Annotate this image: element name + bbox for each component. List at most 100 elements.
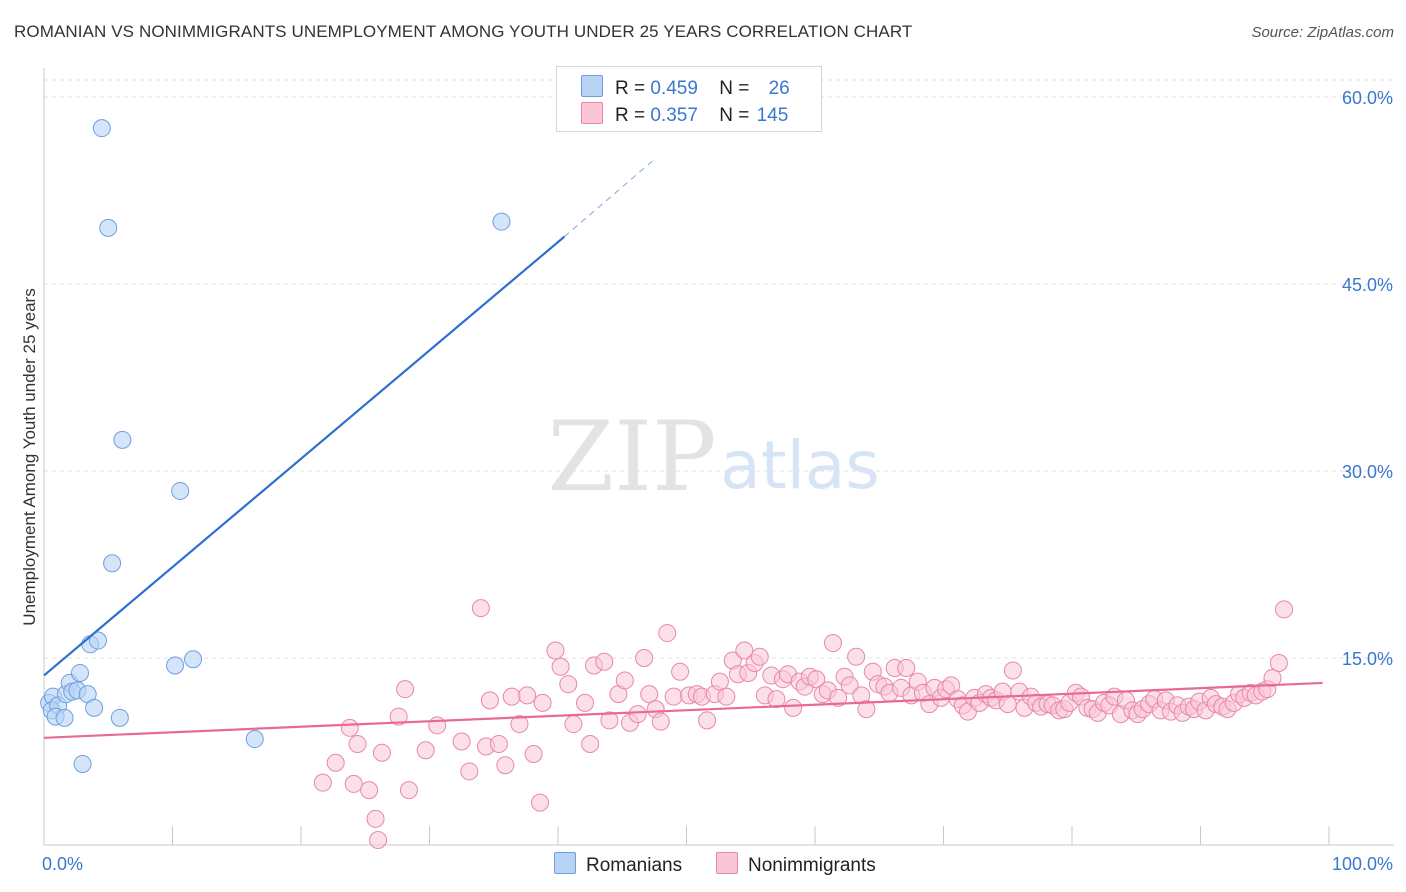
y-tick-label: 30.0% xyxy=(1342,462,1393,482)
x-tick-label: 0.0% xyxy=(42,854,83,874)
nonimmigrants-point xyxy=(807,670,826,689)
trend-lines xyxy=(43,158,1323,739)
bottom-legend-nonimmigrants: Nonimmigrants xyxy=(716,852,876,877)
nonimmigrants-point xyxy=(360,781,379,800)
nonimmigrants-point xyxy=(840,676,859,695)
nonimmigrants-point xyxy=(658,624,677,643)
legend-row-romanians: R = 0.459 N = 26 xyxy=(581,75,790,99)
nonimmigrants-point xyxy=(416,741,435,760)
nonimmigrants-point xyxy=(396,680,415,699)
legend-swatch-pink xyxy=(581,102,603,124)
nonimmigrants-point xyxy=(551,657,570,676)
nonimmigrants-point xyxy=(735,641,754,660)
y-tick-label: 60.0% xyxy=(1342,88,1393,108)
nonimmigrants-point xyxy=(369,831,388,850)
romanians-point xyxy=(492,212,511,231)
nonimmigrants-points xyxy=(313,599,1294,850)
nonimmigrants-point xyxy=(575,693,594,712)
legend-n-label: N = xyxy=(719,78,750,99)
chart-title: ROMANIAN VS NONIMMIGRANTS UNEMPLOYMENT A… xyxy=(14,22,913,41)
nonimmigrants-point xyxy=(348,735,367,754)
nonimmigrants-point xyxy=(496,756,515,775)
y-tick-labels: 15.0% 30.0% 45.0% 60.0% xyxy=(1342,88,1393,669)
nonimmigrants-point xyxy=(313,773,332,792)
nonimmigrants-point xyxy=(581,735,600,754)
nonimmigrants-point xyxy=(717,687,736,706)
nonimmigrants-point xyxy=(366,809,385,828)
romanians-point xyxy=(73,754,92,773)
nonimmigrants-point xyxy=(326,753,345,772)
watermark: ZIP atlas xyxy=(547,401,879,513)
romanians-trend-extension xyxy=(564,158,655,238)
source-label: Source: ZipAtlas.com xyxy=(1251,24,1394,41)
legend-r-label: R = xyxy=(615,105,646,126)
nonimmigrants-point xyxy=(531,793,550,812)
y-tick-label: 45.0% xyxy=(1342,275,1393,295)
romanians-trend-line xyxy=(43,235,566,677)
x-tick-label: 100.0% xyxy=(1332,854,1393,874)
nonimmigrants-point xyxy=(460,762,479,781)
grid-lines xyxy=(44,79,1394,659)
y-axis-label: Unemployment Among Youth under 25 years xyxy=(20,288,39,625)
nonimmigrants-point xyxy=(518,686,537,705)
nonimmigrants-point xyxy=(600,711,619,730)
romanians-point xyxy=(171,481,190,500)
romanians-point xyxy=(55,708,74,727)
nonimmigrants-point xyxy=(628,705,647,724)
nonimmigrants-point xyxy=(533,693,552,712)
bottom-legend-swatch-pink xyxy=(716,852,738,874)
legend-row-nonimmigrants: R = 0.357 N = 145 xyxy=(581,102,788,126)
romanians-point xyxy=(113,430,132,449)
y-tick-label: 15.0% xyxy=(1342,649,1393,669)
nonimmigrants-point xyxy=(471,599,490,618)
romanians-point xyxy=(92,119,111,138)
nonimmigrants-point xyxy=(564,715,583,734)
nonimmigrants-point xyxy=(389,707,408,726)
nonimmigrants-point xyxy=(480,691,499,710)
bottom-legend-romanians: Romanians xyxy=(554,852,682,877)
romanians-point xyxy=(166,656,185,675)
nonimmigrants-point xyxy=(640,685,659,704)
nonimmigrants-point xyxy=(784,698,803,717)
nonimmigrants-point xyxy=(857,700,876,719)
romanians-point xyxy=(88,631,107,650)
nonimmigrants-point xyxy=(399,781,418,800)
nonimmigrants-trend-line xyxy=(43,681,1323,739)
nonimmigrants-point xyxy=(829,688,848,707)
nonimmigrants-point xyxy=(428,716,447,735)
nonimmigrants-point xyxy=(671,662,690,681)
legend-swatch-blue xyxy=(581,75,603,97)
nonimmigrants-point xyxy=(344,774,363,793)
nonimmigrants-point xyxy=(452,732,471,751)
romanians-point xyxy=(99,218,118,237)
bottom-legend-label: Romanians xyxy=(586,855,683,876)
romanians-point xyxy=(85,698,104,717)
romanians-points xyxy=(40,119,511,773)
nonimmigrants-point xyxy=(546,641,565,660)
legend-r-label: R = xyxy=(615,78,646,99)
legend-n-value: 145 xyxy=(756,105,789,126)
legend-n-value: 26 xyxy=(768,78,790,99)
nonimmigrants-point xyxy=(1263,668,1282,687)
nonimmigrants-point xyxy=(1003,661,1022,680)
bottom-legend-label: Nonimmigrants xyxy=(748,855,876,876)
nonimmigrants-point xyxy=(502,687,521,706)
nonimmigrants-point xyxy=(615,671,634,690)
nonimmigrants-point xyxy=(1275,600,1294,619)
x-tick-labels: 0.0% 100.0% xyxy=(42,854,1393,874)
romanians-point xyxy=(245,730,264,749)
nonimmigrants-point xyxy=(340,718,359,737)
legend-r-value: 0.459 xyxy=(650,78,698,99)
nonimmigrants-point xyxy=(750,647,769,666)
nonimmigrants-point xyxy=(524,744,543,763)
bottom-legend-swatch-blue xyxy=(554,852,576,874)
watermark-atlas: atlas xyxy=(720,427,880,504)
nonimmigrants-point xyxy=(664,687,683,706)
legend-box: R = 0.459 N = 26 R = 0.357 N = 145 xyxy=(556,66,822,132)
romanians-point xyxy=(103,554,122,573)
nonimmigrants-point xyxy=(698,711,717,730)
nonimmigrants-point xyxy=(823,634,842,653)
nonimmigrants-point xyxy=(489,735,508,754)
romanians-point xyxy=(184,650,203,669)
